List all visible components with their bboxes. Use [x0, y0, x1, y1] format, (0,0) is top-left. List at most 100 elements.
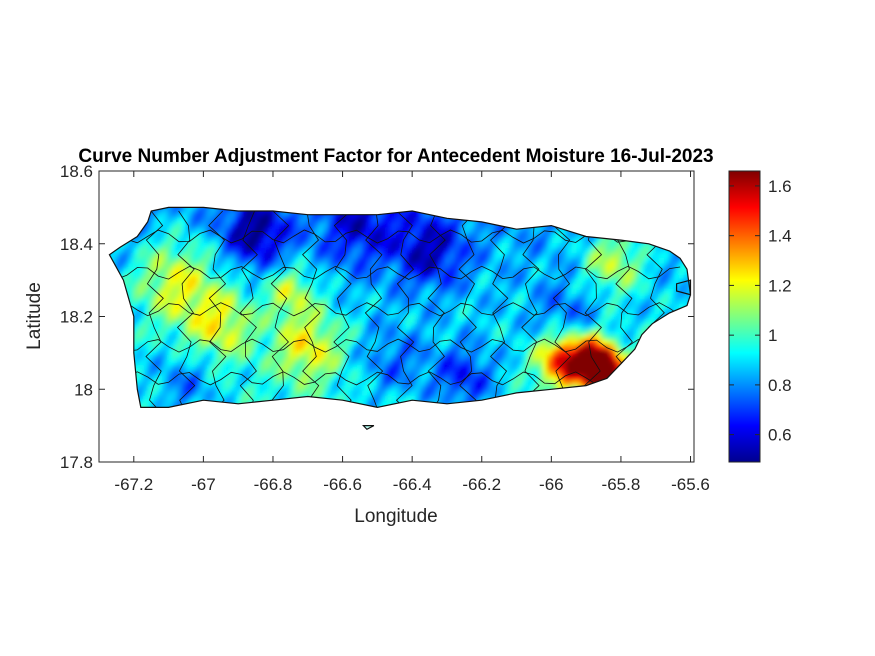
heat-cell [571, 277, 577, 284]
heat-cell [542, 344, 548, 350]
heat-cell [571, 288, 577, 294]
heat-cell [430, 247, 436, 254]
heat-cell [513, 323, 519, 330]
heat-cell [454, 359, 461, 366]
heat-cell [293, 247, 300, 254]
heat-cell [591, 313, 597, 320]
heat-cell [610, 354, 616, 360]
heat-cell [172, 221, 178, 228]
heat-cell [488, 323, 495, 330]
heat-cell [586, 308, 592, 315]
heat-cell [352, 216, 358, 223]
heat-cell [576, 298, 582, 304]
heat-cell [634, 257, 641, 264]
heat-cell [410, 237, 417, 243]
heat-cell [425, 334, 431, 340]
heat-cell [318, 262, 324, 269]
heat-cell [362, 379, 368, 386]
heat-cell [157, 374, 163, 381]
heat-cell [566, 283, 573, 289]
heat-cell [561, 267, 568, 274]
heat-cell [381, 216, 387, 223]
heat-cell [483, 247, 490, 254]
heat-cell [513, 384, 519, 391]
heat-cell [230, 339, 236, 345]
heat-cell [289, 349, 295, 355]
heat-cell [605, 283, 612, 289]
heat-cell [162, 272, 168, 279]
heat-cell [328, 359, 334, 366]
heat-cell [313, 252, 319, 259]
heat-cell [591, 303, 597, 310]
heat-cell [396, 308, 402, 315]
heat-cell [293, 293, 300, 299]
heat-cell [600, 328, 607, 335]
heat-cell [211, 395, 217, 401]
heat-cell [245, 247, 251, 254]
heat-cell [220, 262, 227, 269]
heat-cell [444, 267, 451, 274]
heat-cell [576, 344, 582, 350]
heat-cell [542, 232, 548, 238]
heat-cell [522, 313, 529, 320]
heat-cell [211, 216, 217, 223]
heat-cell [566, 349, 573, 355]
heat-cell [396, 374, 402, 381]
heat-cell [586, 277, 592, 284]
heat-cell [625, 242, 631, 248]
heat-cell [381, 390, 387, 396]
heat-cell [318, 323, 324, 330]
heat-cell [357, 272, 363, 279]
heat-cell [493, 303, 500, 310]
heat-cell [610, 328, 616, 335]
heat-cell [430, 283, 436, 289]
heat-cell [561, 252, 568, 259]
heat-cell [537, 237, 543, 243]
heat-cell [542, 257, 548, 264]
heat-cell [293, 262, 300, 269]
heat-cell [508, 334, 514, 340]
heat-cell [172, 323, 178, 330]
heat-cell [225, 328, 232, 335]
heat-cell [357, 216, 363, 223]
heat-cell [396, 247, 402, 254]
heat-cell [566, 298, 573, 304]
heat-cell [347, 323, 353, 330]
heat-cell [464, 242, 470, 248]
heat-cell [298, 369, 305, 376]
heat-cell [415, 267, 422, 274]
heat-cell [493, 227, 500, 233]
heat-cell [225, 344, 232, 350]
heat-cell [444, 313, 451, 320]
heat-cell [298, 272, 305, 279]
heat-cell [308, 344, 314, 350]
heat-cell [493, 318, 500, 325]
heat-cell [513, 308, 519, 315]
heat-cell [152, 390, 159, 396]
heat-cell [366, 318, 373, 325]
heat-cell [610, 283, 616, 289]
heat-cell [430, 349, 436, 355]
heat-cell [186, 374, 193, 381]
heat-cell [566, 323, 573, 330]
heat-cell [401, 384, 407, 391]
heat-cell [206, 379, 212, 386]
heat-cell [162, 257, 168, 264]
heat-cell [254, 211, 261, 218]
heat-cell [474, 227, 480, 233]
heat-cell [206, 216, 212, 223]
heat-cell [479, 232, 485, 238]
heat-cell [215, 359, 222, 366]
heat-cell [444, 298, 451, 304]
heat-cell [581, 283, 587, 289]
heat-cell [357, 328, 363, 335]
heat-cell [532, 359, 538, 366]
heat-cell [542, 359, 548, 366]
heat-cell [220, 221, 227, 228]
heat-cell [352, 288, 358, 294]
heat-cell [328, 293, 334, 299]
heat-cell [259, 395, 266, 401]
heat-cell [220, 216, 227, 223]
heat-cell [206, 288, 212, 294]
heat-cell [298, 232, 305, 238]
